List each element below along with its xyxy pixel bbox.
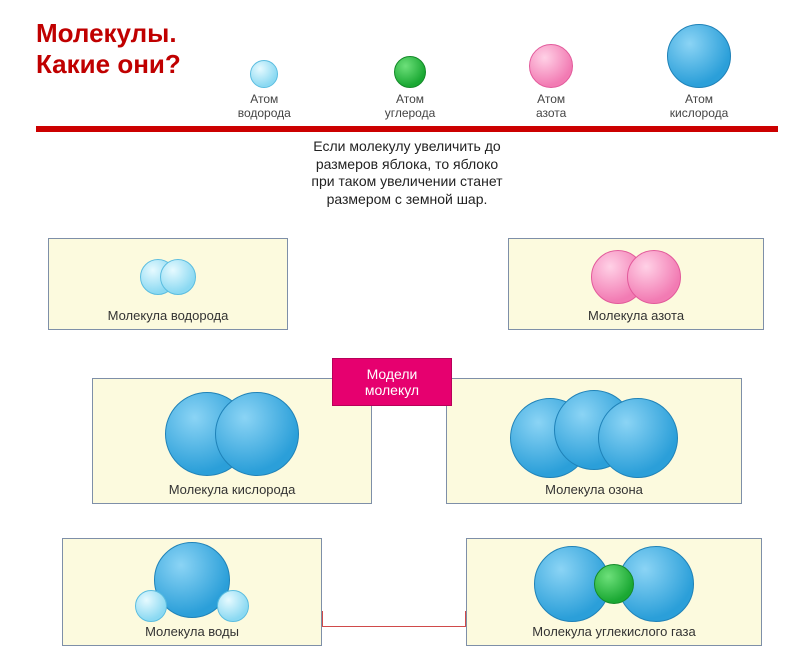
legend-atom-c (394, 56, 426, 88)
molecule-n2 (586, 250, 686, 304)
molecule-box-co2: Молекула углекислого газа (466, 538, 762, 646)
molecule-visual-h2 (138, 245, 198, 308)
molecule-canvas: Молекула водорода Молекула азота Молекула … (36, 208, 778, 658)
molecule-box-h2: Молекула водорода (48, 238, 288, 330)
legend-label-n: Атомазота (536, 92, 566, 120)
molecule-visual-h2o (127, 545, 257, 624)
molecule-label-o2: Молекула кислорода (169, 482, 296, 497)
atom-o-icon (215, 392, 299, 476)
molecule-o2 (157, 392, 307, 476)
atom-h-icon (217, 590, 249, 622)
atom-h-icon (135, 590, 167, 622)
molecule-box-n2: Молекула азота (508, 238, 764, 330)
title-line-1: Молекулы. (36, 18, 181, 49)
page-root: Молекулы. Какие они? Атомводорода Атомугл… (0, 0, 800, 600)
legend-item-c: Атомуглерода (385, 56, 436, 120)
molecule-box-o3: Молекула озона (446, 378, 742, 504)
legend-label-h: Атомводорода (238, 92, 291, 120)
molecule-label-h2: Молекула водорода (108, 308, 229, 323)
molecule-visual-n2 (586, 245, 686, 308)
atom-c-icon (594, 564, 634, 604)
atom-h-icon (160, 259, 196, 295)
molecule-box-h2o: Молекула воды (62, 538, 322, 646)
legend-label-c: Атомуглерода (385, 92, 436, 120)
molecule-box-o2: Молекула кислорода (92, 378, 372, 504)
molecule-co2 (524, 544, 704, 624)
molecule-label-o3: Молекула озона (545, 482, 643, 497)
models-badge: Моделимолекул (332, 358, 452, 406)
molecule-h2o (127, 546, 257, 624)
legend-atom-o (667, 24, 731, 88)
molecule-h2 (138, 259, 198, 295)
title-line-2: Какие они? (36, 49, 181, 80)
molecule-visual-co2 (524, 544, 704, 624)
atom-n-icon (627, 250, 681, 304)
legend-item-n: Атомазота (529, 44, 573, 120)
page-title: Молекулы. Какие они? (36, 18, 181, 80)
title-underline (36, 126, 778, 132)
legend-label-o: Атомкислорода (670, 92, 729, 120)
atom-o-icon (598, 398, 678, 478)
legend-item-o: Атомкислорода (667, 24, 731, 120)
atom-legend: Атомводорода Атомуглерода Атомазота Атомкис… (191, 24, 778, 120)
legend-atom-h (250, 60, 278, 88)
header-row: Молекулы. Какие они? Атомводорода Атомугл… (36, 18, 778, 120)
molecule-label-h2o: Молекула воды (145, 624, 239, 639)
intro-text: Если молекулу увеличить доразмеров яблок… (36, 138, 778, 208)
molecule-o3 (504, 390, 684, 478)
molecule-visual-o2 (157, 385, 307, 482)
molecule-label-co2: Молекула углекислого газа (532, 624, 695, 639)
connector-line (322, 611, 466, 627)
legend-item-h: Атомводорода (238, 60, 291, 120)
molecule-label-n2: Молекула азота (588, 308, 684, 323)
legend-atom-n (529, 44, 573, 88)
molecule-visual-o3 (504, 385, 684, 482)
